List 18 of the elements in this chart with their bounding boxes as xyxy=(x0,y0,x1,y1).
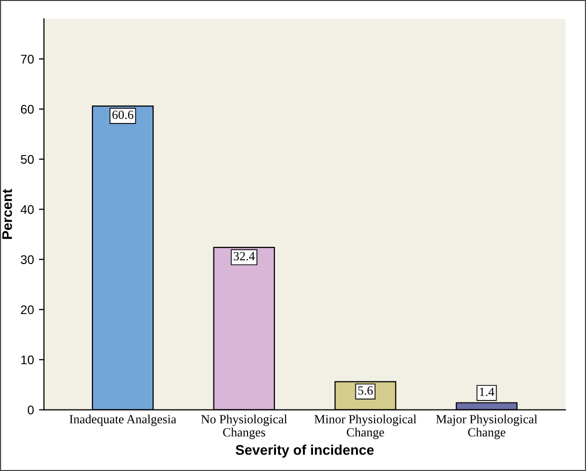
data-label: 5.6 xyxy=(358,386,373,395)
data-label: 60.6 xyxy=(112,110,134,120)
y-tick-label: 60 xyxy=(20,104,34,114)
y-axis-title: Percent xyxy=(2,189,12,239)
x-tick-label: No Physiological Changes xyxy=(201,414,288,440)
data-label: 32.4 xyxy=(234,252,255,260)
y-tick-label: 20 xyxy=(20,305,34,314)
y-tick-label: 30 xyxy=(20,255,34,264)
y-tick-label: 40 xyxy=(20,205,34,214)
data-label: 1.4 xyxy=(480,388,494,396)
x-axis-title: Severity of incidence xyxy=(236,444,374,458)
y-tick-label: 0 xyxy=(28,406,34,414)
x-tick-label: Minor Physiological Change xyxy=(314,414,416,440)
y-tick-label: 10 xyxy=(21,355,34,364)
y-tick-label: 50 xyxy=(20,154,34,164)
x-tick-label: Major Physiological Change xyxy=(436,414,538,440)
y-tick-label: 70 xyxy=(20,54,34,64)
x-tick-label: Inadequate Analgesia xyxy=(70,414,176,426)
